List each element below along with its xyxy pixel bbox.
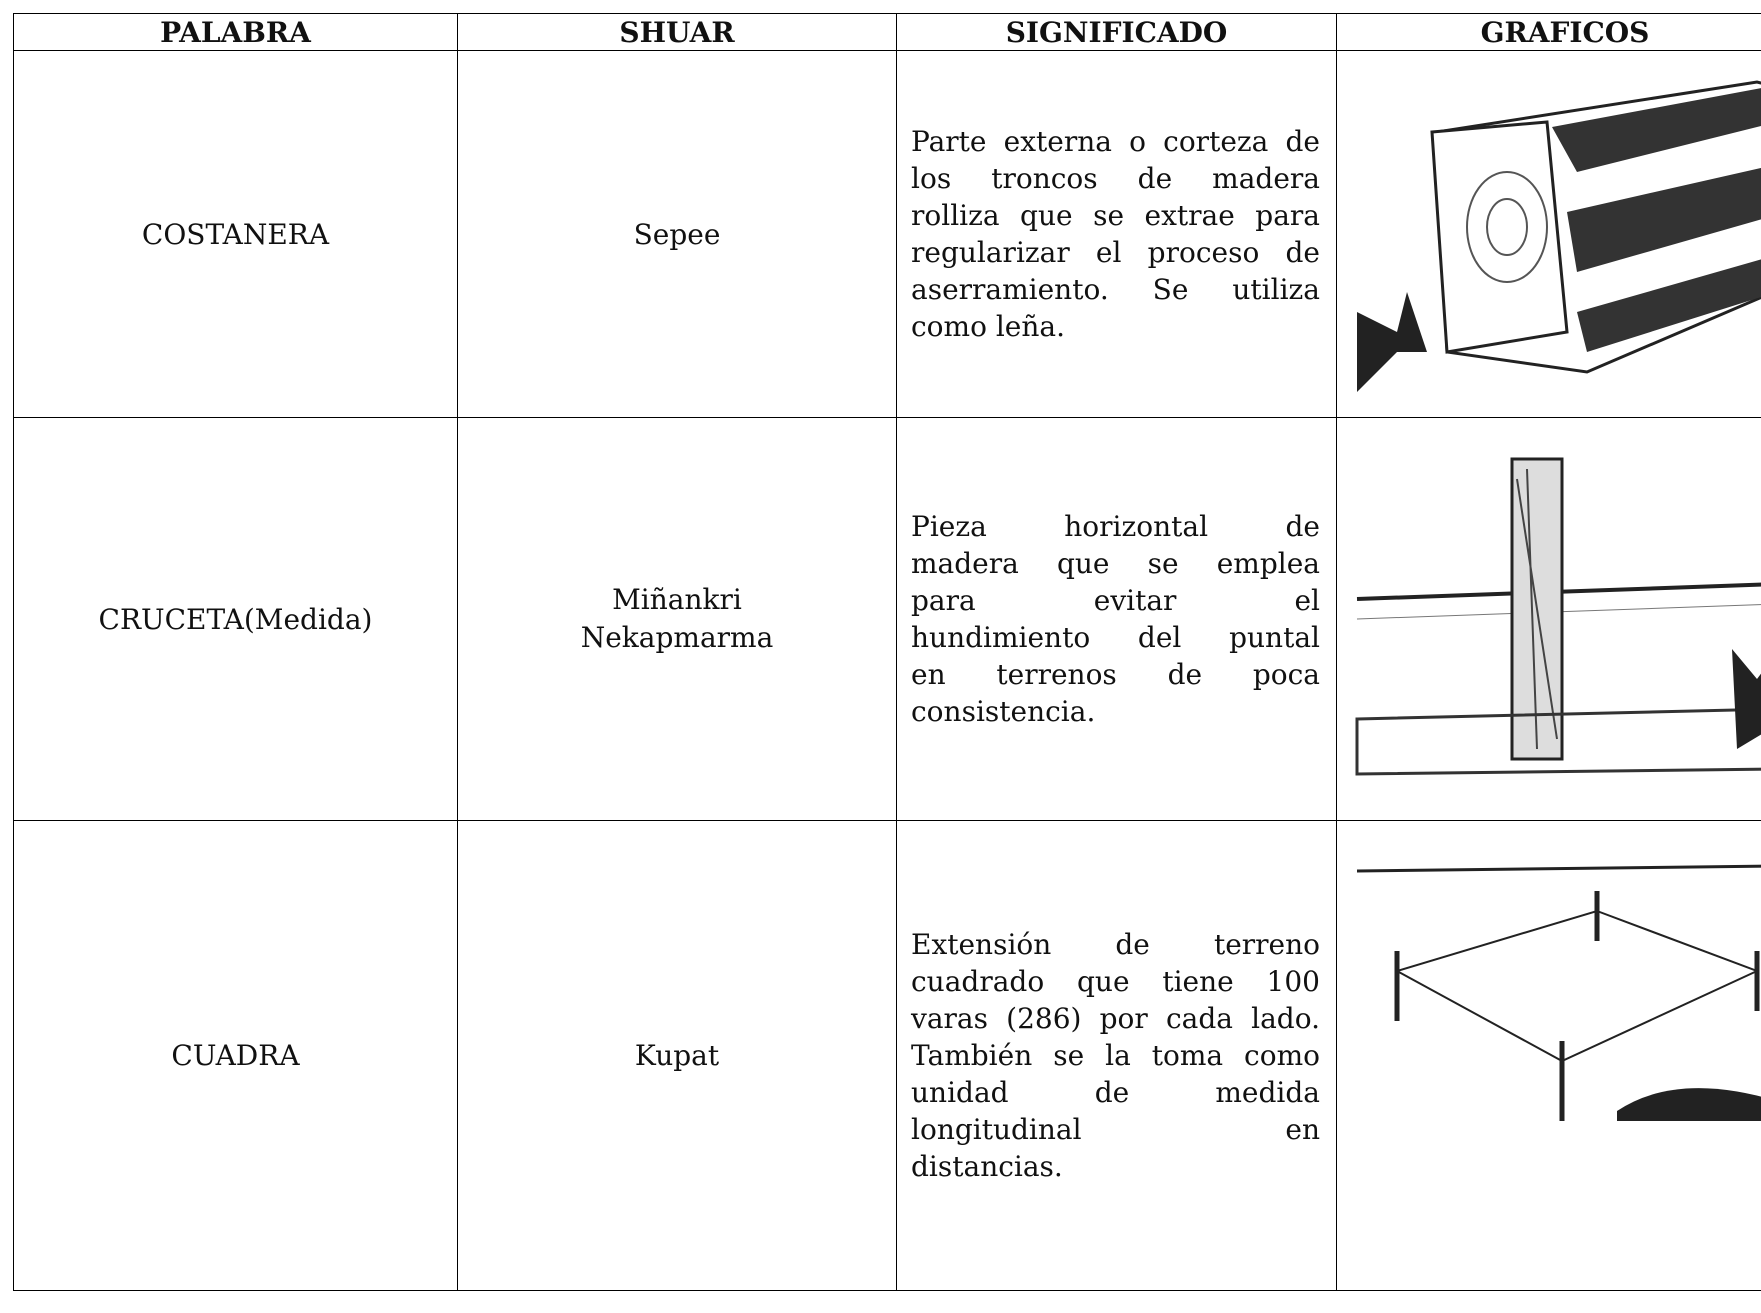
line: longitudinal en [911, 1111, 1320, 1148]
header-cell: SIGNIFICADO [897, 14, 1337, 51]
line: aserramiento. Se utiliza [911, 271, 1320, 308]
shuar: Kupat [458, 821, 897, 1291]
line: También se la toma como [911, 1037, 1320, 1074]
table-wrap: PALABRA SHUAR SIGNIFICADO GRAFICOS COSTA… [13, 13, 1761, 1313]
line: madera que se emplea [911, 545, 1320, 582]
shuar: Sepee [458, 51, 897, 418]
graphic [1337, 51, 1761, 418]
glossary-table: PALABRA SHUAR SIGNIFICADO GRAFICOS COSTA… [13, 13, 1761, 1291]
line: varas (286) por cada lado. [911, 1000, 1320, 1037]
line: consistencia. [911, 693, 1320, 730]
header-row: PALABRA SHUAR SIGNIFICADO GRAFICOS [14, 14, 1761, 51]
row: COSTANERA Sepee Parte externa o corteza … [14, 51, 1761, 418]
page: PALABRA SHUAR SIGNIFICADO GRAFICOS COSTA… [0, 0, 1761, 1251]
line: regularizar el proceso de [911, 234, 1320, 271]
header-cell: SHUAR [458, 14, 897, 51]
line: distancias. [911, 1148, 1320, 1185]
graphic [1337, 418, 1761, 821]
line: como leña. [911, 308, 1320, 345]
shuar-line: Miñankri [458, 581, 896, 619]
line: los troncos de madera [911, 160, 1320, 197]
header-cell: PALABRA [14, 14, 458, 51]
line: para evitar el [911, 582, 1320, 619]
shuar-line: Nekapmarma [458, 619, 896, 657]
line: rolliza que se extrae para [911, 197, 1320, 234]
word: CRUCETA(Medida) [14, 418, 458, 821]
graphic [1337, 821, 1761, 1291]
line: hundimiento del puntal [911, 619, 1320, 656]
header-cell: GRAFICOS [1337, 14, 1761, 51]
line: Extensión de terreno [911, 926, 1320, 963]
line: cuadrado que tiene 100 [911, 963, 1320, 1000]
line: Parte externa o corteza de [911, 123, 1320, 160]
log-sketch [1337, 52, 1761, 417]
line: Pieza horizontal de [911, 508, 1320, 545]
line: en terrenos de poca [911, 656, 1320, 693]
land-sketch [1337, 821, 1761, 1151]
strut-sketch [1337, 419, 1761, 820]
word: CUADRA [14, 821, 458, 1291]
line: unidad de medida [911, 1074, 1320, 1111]
word: COSTANERA [14, 51, 458, 418]
